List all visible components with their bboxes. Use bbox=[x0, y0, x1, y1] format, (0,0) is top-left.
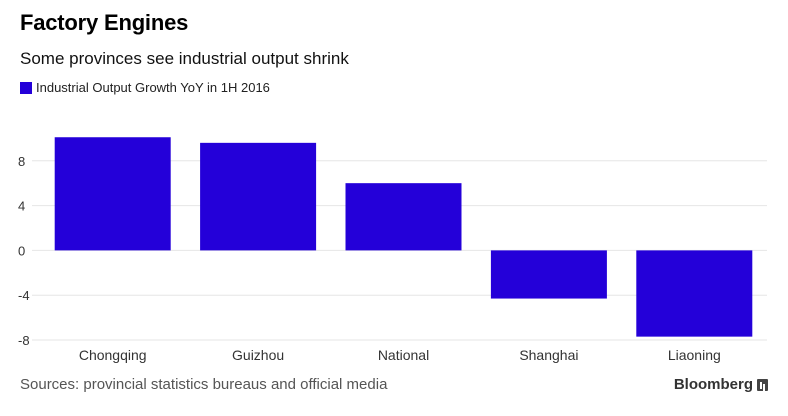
bar-chongqing bbox=[54, 137, 171, 251]
bar-guizhou bbox=[200, 142, 317, 251]
x-tick-label: Liaoning bbox=[668, 347, 721, 363]
bar-shanghai bbox=[490, 250, 607, 299]
x-tick-labels: Chongqing Guizhou National Shanghai Liaoning bbox=[79, 347, 721, 363]
x-tick-label: Shanghai bbox=[519, 347, 578, 363]
y-tick-label: 8 bbox=[18, 154, 25, 169]
source-note: Sources: provincial statistics bureaus a… bbox=[20, 376, 388, 393]
chart-title: Factory Engines bbox=[20, 10, 189, 35]
y-tick-labels: 8 4 0 -4 -8 bbox=[18, 154, 30, 348]
y-tick-label: -4 bbox=[18, 288, 30, 303]
chart-subtitle: Some provinces see industrial output shr… bbox=[20, 49, 349, 68]
legend: Industrial Output Growth YoY in 1H 2016 bbox=[20, 80, 270, 95]
y-tick-label: 0 bbox=[18, 243, 25, 258]
y-tick-label: -8 bbox=[18, 333, 30, 348]
brand-logo: Bloomberg bbox=[674, 376, 768, 393]
legend-label: Industrial Output Growth YoY in 1H 2016 bbox=[36, 80, 270, 95]
y-tick-label: 4 bbox=[18, 199, 25, 214]
brand-name: Bloomberg bbox=[673, 376, 753, 393]
bar-national bbox=[345, 183, 462, 251]
bars-layer bbox=[54, 137, 753, 337]
x-tick-label: National bbox=[378, 347, 429, 363]
x-tick-label: Guizhou bbox=[232, 347, 284, 363]
x-tick-label: Chongqing bbox=[79, 347, 147, 363]
bar-liaoning bbox=[636, 250, 753, 337]
bloomberg-chart-icon bbox=[757, 378, 768, 391]
legend-swatch bbox=[20, 81, 32, 94]
